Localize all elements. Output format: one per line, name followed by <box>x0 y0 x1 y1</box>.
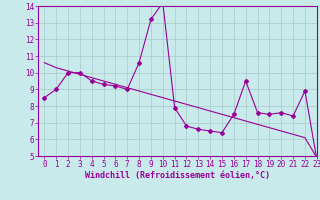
X-axis label: Windchill (Refroidissement éolien,°C): Windchill (Refroidissement éolien,°C) <box>85 171 270 180</box>
